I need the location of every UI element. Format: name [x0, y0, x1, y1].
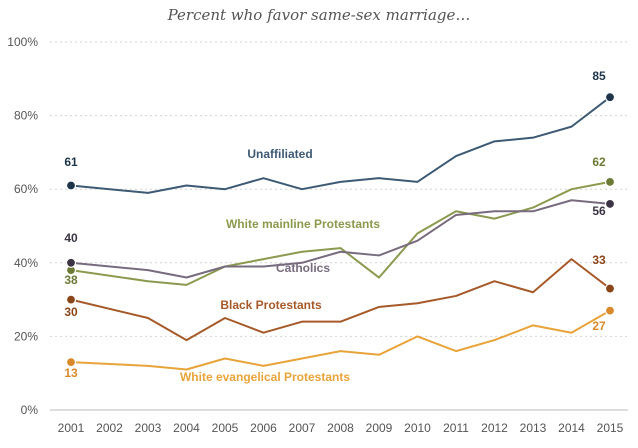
series-end-label: 62 [592, 155, 606, 169]
series-line [70, 258, 611, 342]
series-start-label: 40 [64, 231, 78, 245]
x-tick-label: 2004 [173, 421, 200, 435]
x-tick-label: 2013 [520, 421, 547, 435]
series-name-label: White evangelical Protestants [180, 370, 350, 384]
series-line [70, 309, 611, 371]
y-tick-label: 80% [14, 109, 38, 123]
y-tick-label: 0% [21, 403, 39, 417]
x-tick-label: 2005 [212, 421, 239, 435]
series-name-label: Catholics [276, 261, 330, 275]
x-tick-label: 2009 [366, 421, 393, 435]
series-start-label: 38 [64, 273, 78, 287]
series-end-marker [604, 198, 616, 210]
series-start-marker [65, 257, 77, 268]
series-end-label: 27 [592, 319, 606, 333]
x-tick-label: 2010 [404, 421, 431, 435]
x-tick-label: 2003 [135, 421, 162, 435]
series-name-label: Black Protestants [220, 298, 322, 312]
x-tick-label: 2014 [558, 421, 585, 435]
series-start-marker [65, 294, 77, 305]
y-tick-label: 20% [14, 329, 38, 343]
series-end-marker [604, 176, 616, 187]
series-start-label: 30 [64, 305, 78, 319]
chart-title: Percent who favor same-sex marriage… [167, 6, 471, 24]
series-start-marker [65, 357, 77, 368]
series-end-label: 85 [592, 69, 606, 83]
y-tick-label: 40% [14, 256, 38, 270]
x-tick-label: 2002 [96, 421, 123, 435]
series-end-marker [604, 305, 616, 316]
x-tick-label: 2012 [481, 421, 508, 435]
series-end-label: 33 [592, 253, 606, 267]
x-tick-label: 2015 [597, 421, 624, 435]
series-start-label: 61 [64, 155, 78, 169]
x-tick-label: 2011 [443, 421, 469, 435]
series-line [70, 180, 611, 286]
x-tick-label: 2001 [58, 421, 85, 435]
series-end-label: 56 [592, 204, 606, 218]
x-tick-label: 2006 [250, 421, 277, 435]
series-line [70, 96, 611, 194]
y-tick-label: 100% [7, 35, 38, 49]
series-name-label: White mainline Protestants [226, 217, 380, 231]
x-tick-label: 2007 [289, 421, 316, 435]
series-line [70, 199, 611, 279]
series-end-marker [604, 283, 616, 294]
series-start-marker [65, 180, 77, 191]
series-name-label: Unaffiliated [247, 147, 312, 161]
series-start-label: 13 [64, 366, 78, 380]
y-tick-label: 60% [14, 182, 38, 196]
series-end-marker [604, 92, 616, 103]
x-tick-label: 2008 [327, 421, 354, 435]
